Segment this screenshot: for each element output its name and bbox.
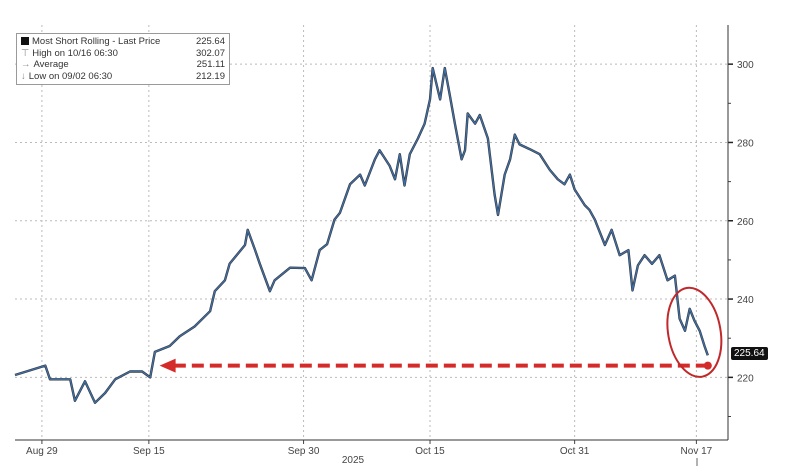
low-marker-icon: ↓ (21, 70, 26, 82)
legend-entry-low: ↓ Low on 09/02 06:30 212.19 (21, 70, 225, 82)
axes: 220 240 260 280 300 Aug 29 Sep 15 Sep 30 Oct 15 O… (15, 25, 754, 457)
x-tick-label: Aug 29 (26, 446, 58, 457)
series-line-shadow (14, 66, 709, 404)
legend-entry-last-price: Most Short Rolling - Last Price 225.64 (21, 36, 225, 48)
x-tick-label: Nov 17 (681, 446, 713, 457)
y-tick-label: 240 (737, 295, 754, 306)
x-axis-label: 2025 (342, 455, 365, 466)
series (14, 66, 709, 404)
series-swatch-icon (21, 37, 29, 45)
x-tick-label: Sep 30 (288, 446, 320, 457)
y-tick-label: 300 (737, 60, 754, 71)
arrow-head-icon (159, 358, 176, 373)
x-tick-label: Oct 15 (415, 446, 445, 457)
legend-entry-average: → Average 251.11 (21, 59, 225, 70)
highlight-ellipse (666, 286, 723, 378)
y-tick-label: 280 (737, 138, 754, 149)
last-price-tag: 225.64 (731, 347, 768, 360)
x-tick-label: Sep 15 (133, 446, 165, 457)
grid (15, 25, 728, 440)
series-line (14, 67, 709, 404)
annotations (159, 286, 723, 466)
legend-entry-high: ⊤ High on 10/16 06:30 302.07 (21, 47, 225, 59)
y-tick-label: 220 (737, 373, 754, 384)
legend: Most Short Rolling - Last Price 225.64 ⊤ H… (16, 33, 230, 85)
high-marker-icon: ⊤ (21, 47, 30, 59)
x-tick-label: Oct 31 (560, 446, 590, 457)
y-tick-label: 260 (737, 217, 754, 228)
arrow-end-dot (703, 361, 712, 370)
average-marker-icon: → (21, 59, 31, 70)
